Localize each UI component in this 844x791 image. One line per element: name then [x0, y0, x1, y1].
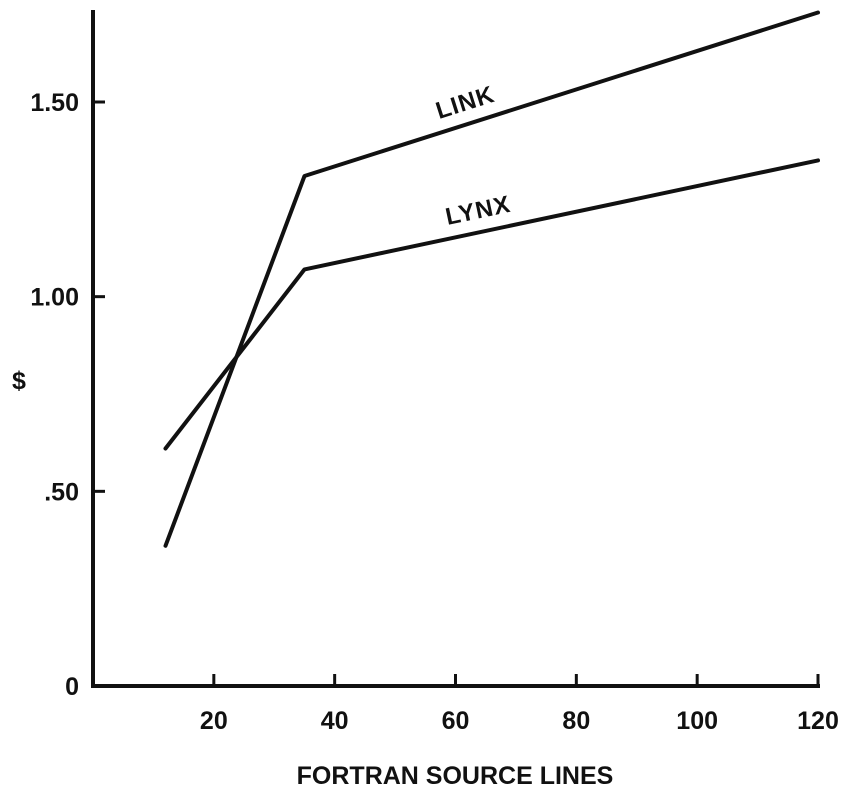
y-ticks: 0 .50 1.00 1.50: [30, 89, 105, 701]
x-axis-title: FORTRAN SOURCE LINES: [297, 762, 614, 790]
x-tick-label: 40: [321, 707, 349, 735]
y-tick-label: 1.00: [30, 284, 79, 312]
series-line-link: [163, 10, 820, 548]
y-tick-label: .50: [44, 478, 79, 506]
series-label-lynx: LYNX: [443, 191, 513, 231]
y-axis-title: $: [12, 367, 26, 395]
x-tick-label: 100: [676, 707, 718, 735]
series-line-lynx: [163, 158, 820, 451]
x-tick-label: 80: [562, 707, 590, 735]
x-tick-label: 120: [797, 707, 839, 735]
y-tick-label: 1.50: [30, 89, 79, 117]
x-tick-label: 20: [200, 707, 228, 735]
series-layer: [163, 10, 820, 548]
y-tick-label: 0: [65, 673, 79, 701]
x-ticks: 20 40 60 80 100 120: [200, 674, 839, 735]
x-tick-label: 60: [442, 707, 470, 735]
